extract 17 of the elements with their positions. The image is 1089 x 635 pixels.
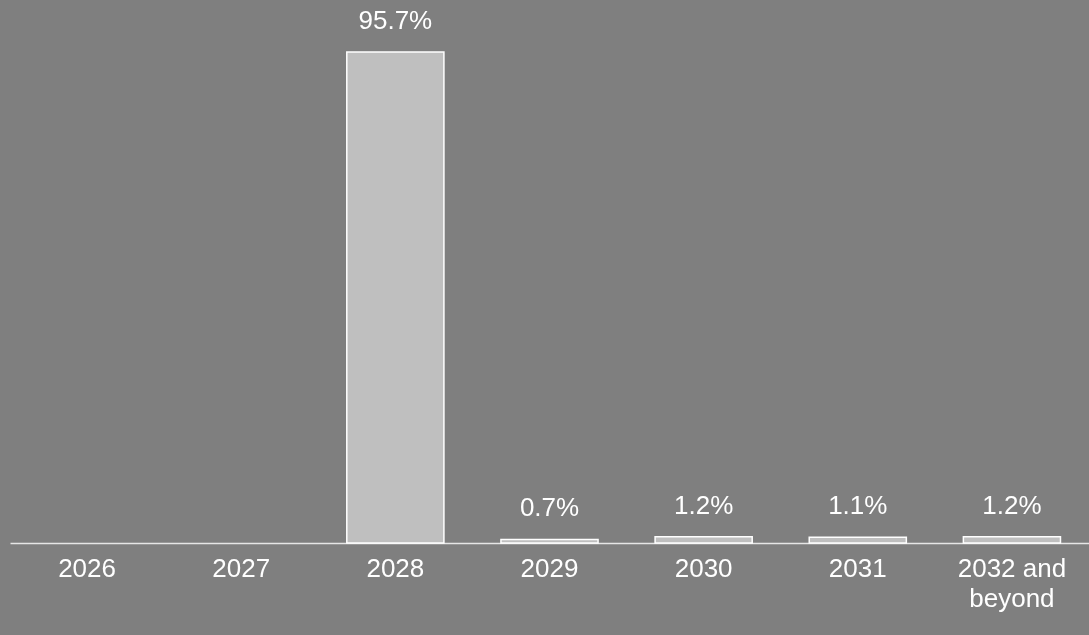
data-label: 1.2% — [982, 489, 1042, 520]
x-tick-label: 2031 — [828, 552, 887, 583]
data-label: 95.7% — [358, 5, 433, 35]
bar — [962, 536, 1062, 544]
bar — [346, 51, 445, 544]
x-tick-label: 2032 and beyond — [957, 552, 1067, 613]
bar — [654, 536, 753, 544]
x-tick-label: 2029 — [520, 552, 579, 583]
x-tick-label: 2030 — [674, 552, 733, 583]
data-label: 1.1% — [828, 490, 888, 521]
x-tick-label: 2027 — [212, 552, 271, 583]
data-label: 1.2% — [674, 489, 734, 520]
x-tick-label: 2028 — [366, 552, 425, 583]
x-tick-label: 2026 — [58, 552, 116, 583]
bar — [808, 536, 908, 544]
bar — [500, 538, 599, 544]
data-label: 0.7% — [519, 492, 580, 523]
